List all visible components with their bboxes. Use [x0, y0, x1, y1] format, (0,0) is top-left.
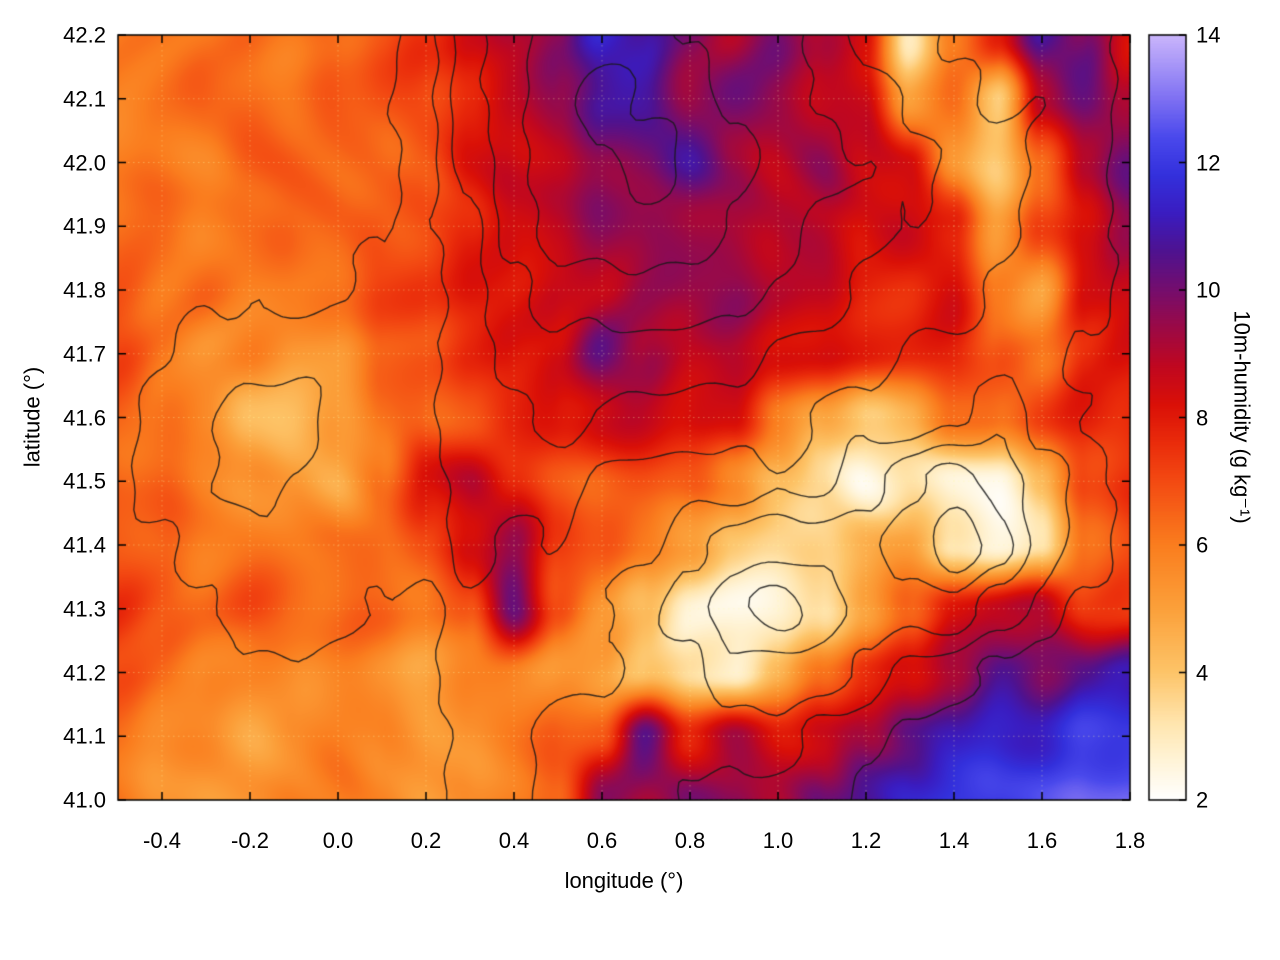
- y-tick-label: 41.1: [63, 723, 106, 749]
- y-tick-label: 41.6: [63, 405, 106, 430]
- colorbar-tick-label: 2: [1196, 787, 1209, 813]
- x-tick-label: 1.8: [1114, 828, 1146, 853]
- x-tick-label: 0.0: [322, 828, 354, 853]
- y-tick-label: 42.1: [63, 86, 106, 112]
- y-tick-label: 41.2: [63, 660, 106, 685]
- y-axis-label: latitude (°): [19, 366, 45, 468]
- colorbar-tick-label: 8: [1196, 405, 1209, 430]
- x-tick-label: 0.2: [410, 828, 442, 853]
- x-tick-label: -0.4: [143, 828, 181, 853]
- colorbar-tick-label: 4: [1196, 660, 1209, 685]
- x-axis-label: longitude (°): [564, 868, 684, 893]
- y-tick-label: 41.0: [63, 787, 106, 813]
- x-tick-label: 1.6: [1026, 828, 1058, 853]
- x-tick-label: 0.8: [674, 828, 706, 853]
- x-tick-label: 1.4: [938, 828, 970, 853]
- colorbar-tick-label: 10: [1196, 277, 1221, 303]
- y-tick-label: 42.2: [63, 22, 106, 48]
- y-tick-label: 41.8: [63, 277, 106, 303]
- x-tick-label: 0.4: [498, 828, 530, 853]
- colorbar-label: 10m-humidity (g kg⁻¹): [1229, 310, 1255, 524]
- y-tick-label: 41.5: [63, 468, 106, 494]
- colorbar-tick-label: 12: [1196, 150, 1221, 175]
- x-tick-label: 1.0: [762, 828, 794, 853]
- y-tick-label: 41.4: [63, 532, 106, 558]
- y-tick-label: 42.0: [63, 150, 106, 175]
- x-tick-label: -0.2: [231, 828, 269, 853]
- colorbar-tick-label: 14: [1196, 22, 1221, 48]
- y-tick-label: 41.3: [63, 596, 106, 622]
- colorbar-tick-label: 6: [1196, 532, 1209, 558]
- y-tick-label: 41.7: [63, 341, 106, 367]
- y-tick-label: 41.9: [63, 213, 106, 239]
- x-tick-label: 1.2: [850, 828, 882, 853]
- x-tick-label: 0.6: [586, 828, 618, 853]
